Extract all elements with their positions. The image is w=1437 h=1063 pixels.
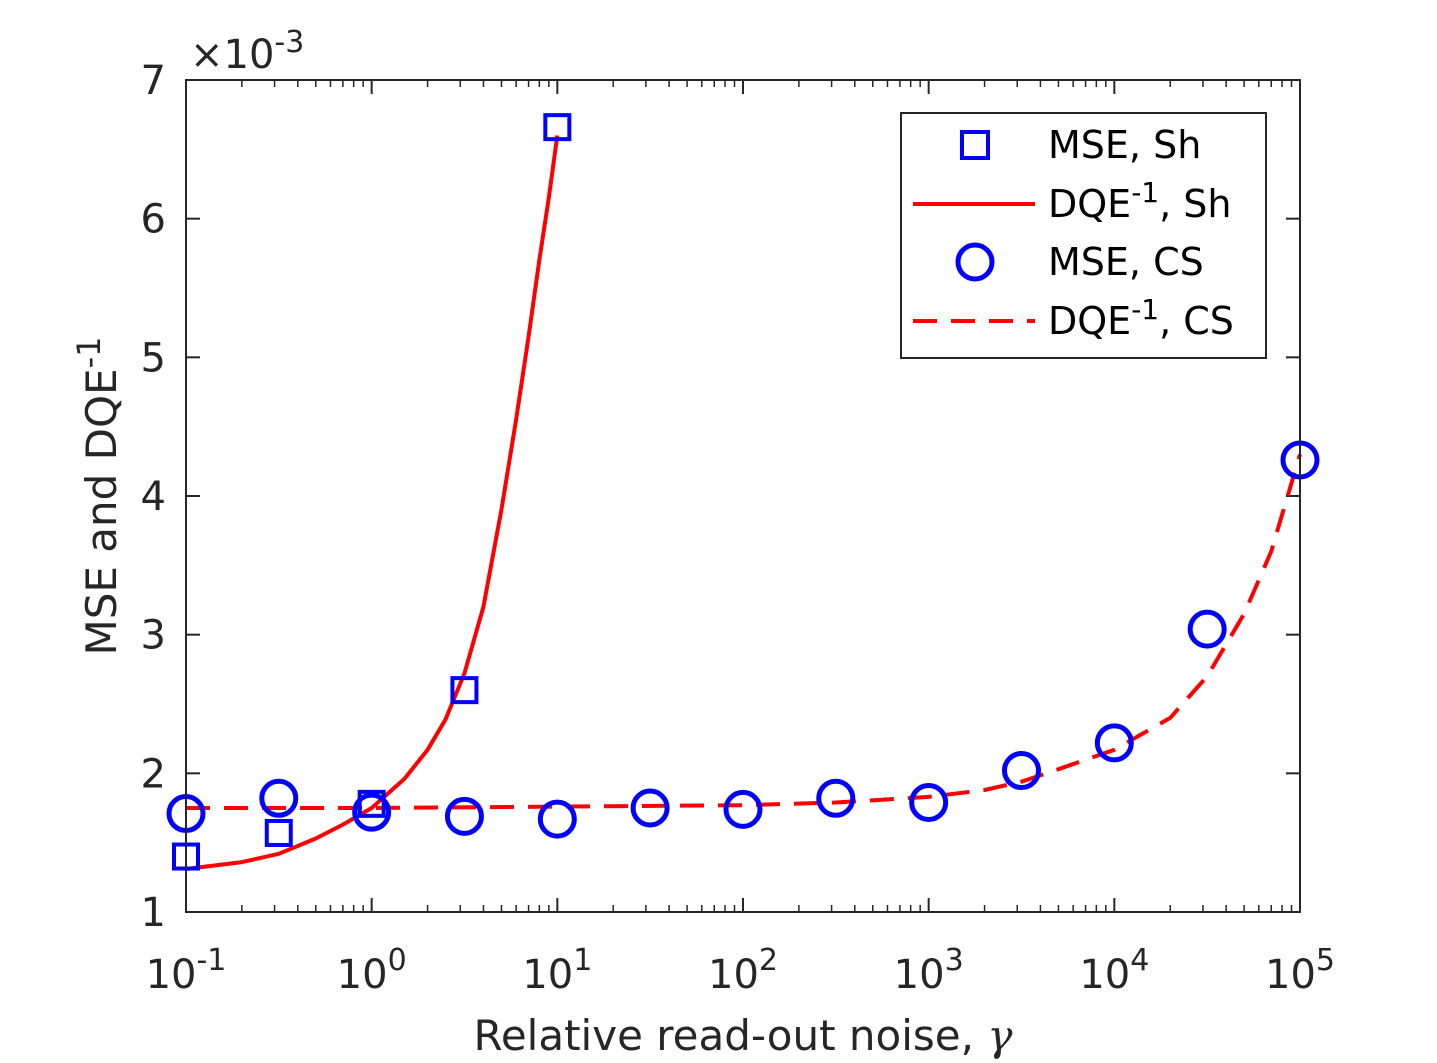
- plot-box: [185, 79, 1301, 913]
- legend-item-3: DQE-1, CS: [913, 293, 1234, 343]
- x-tick-label-5: 104: [1079, 943, 1149, 998]
- data-point-2-8: [909, 782, 949, 822]
- data-point-2-7: [816, 778, 856, 818]
- x-tick-label-0: 10-1: [146, 943, 227, 998]
- legend-label-0: MSE, Sh: [1048, 123, 1201, 167]
- x-axis-label: Relative read-out noise, γ: [474, 1011, 1014, 1060]
- y-tick-label-0: 1: [141, 890, 166, 936]
- data-point-2-10: [1094, 723, 1134, 763]
- y-tick-label-6: 7: [141, 58, 166, 104]
- tick-labels: 10-1 100 101 102 103 104 105 1 2 3 4 5 6 7: [141, 58, 1335, 998]
- series-3: [186, 453, 1302, 810]
- data-point-2-5: [630, 788, 670, 828]
- legend-swatch-0: [960, 130, 990, 160]
- legend: MSE, Sh DQE-1, Sh MSE, CS DQE-1, CS: [900, 112, 1267, 359]
- data-point-0-1: [264, 818, 293, 847]
- legend-label-2: MSE, CS: [1048, 240, 1204, 284]
- x-tick-label-1: 100: [337, 943, 407, 998]
- y-tick-label-5: 6: [141, 197, 166, 243]
- data-point-0-3: [450, 676, 479, 705]
- y-tick-label-2: 3: [141, 613, 166, 659]
- data-point-2-3: [444, 796, 484, 836]
- legend-swatch-2: [955, 242, 995, 282]
- axis-ticks: [185, 79, 1301, 913]
- x-tick-label-6: 105: [1265, 943, 1335, 998]
- legend-item-0: MSE, Sh: [960, 123, 1201, 167]
- y-tick-label-4: 5: [141, 335, 166, 381]
- series-2: [166, 440, 1320, 839]
- data-layer: [166, 113, 1320, 871]
- data-point-0-4: [543, 113, 572, 142]
- x-tick-label-3: 102: [708, 943, 778, 998]
- series-1: [185, 135, 560, 871]
- legend-item-2: MSE, CS: [955, 240, 1204, 284]
- x-tick-label-4: 103: [894, 943, 964, 998]
- data-point-2-6: [723, 789, 763, 829]
- x-tick-label-2: 101: [522, 943, 592, 998]
- data-point-2-2: [352, 792, 392, 832]
- y-tick-label-1: 2: [141, 751, 166, 797]
- y-multiplier: ×10-3: [190, 25, 304, 78]
- data-point-2-4: [537, 799, 577, 839]
- legend-item-1: DQE-1, Sh: [913, 176, 1231, 226]
- series-line-3: [186, 453, 1302, 810]
- y-tick-label-3: 4: [141, 474, 166, 520]
- legend-label-3: DQE-1, CS: [1048, 293, 1234, 343]
- legend-label-1: DQE-1, Sh: [1048, 176, 1231, 226]
- data-point-2-1: [259, 778, 299, 818]
- data-point-2-11: [1187, 609, 1227, 649]
- data-point-2-9: [1001, 751, 1041, 791]
- y-axis-label: MSE and DQE-1: [70, 337, 126, 656]
- series-line-1: [185, 135, 560, 871]
